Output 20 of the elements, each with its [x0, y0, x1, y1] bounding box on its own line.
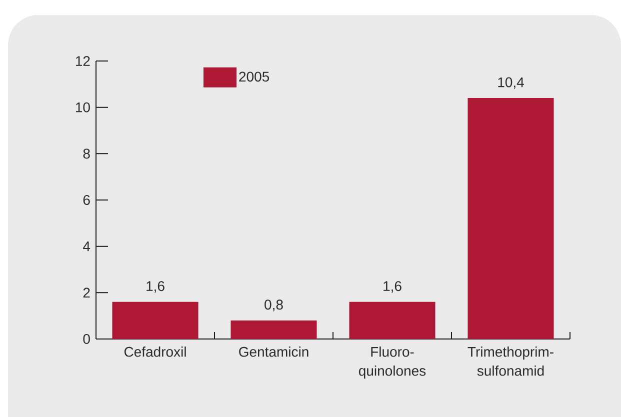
data-label: 0,8 — [264, 300, 283, 312]
data-label: 1,6 — [384, 281, 402, 293]
x-tick-label: Gentamicin — [239, 346, 308, 357]
x-tick-label: Cefadroxil — [124, 346, 186, 357]
bar — [230, 320, 317, 339]
x-tick-label: Fluoro-quinolones — [358, 346, 426, 379]
y-tick-label: 2 — [83, 288, 90, 298]
data-label: 1,6 — [146, 281, 164, 293]
bar — [468, 98, 554, 339]
y-tick-label: 8 — [83, 148, 90, 159]
y-tick-label: 10 — [76, 102, 90, 112]
y-tick-label: 4 — [83, 242, 90, 252]
y-tick-label: 12 — [76, 56, 90, 66]
x-tick-label: Trimethoprim-sulfonamid — [468, 346, 554, 376]
legend-label: 2005 — [239, 72, 270, 82]
bar — [112, 302, 198, 339]
bar — [349, 302, 436, 339]
y-tick-label: 0 — [83, 334, 90, 344]
data-label: 10,4 — [498, 77, 524, 89]
y-tick-label: 6 — [83, 195, 90, 205]
